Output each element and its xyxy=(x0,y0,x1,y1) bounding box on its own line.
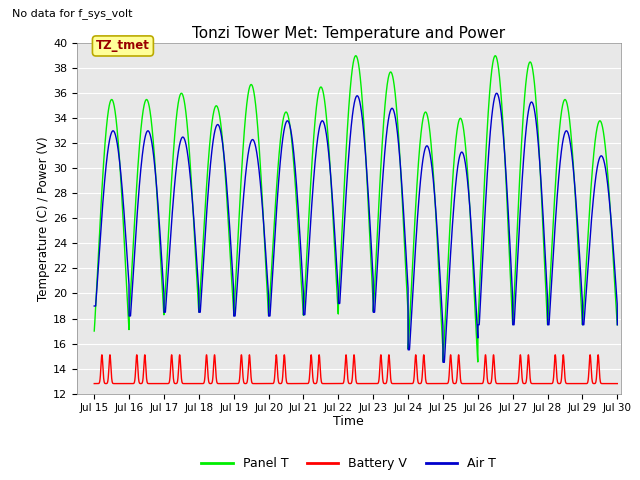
Text: TZ_tmet: TZ_tmet xyxy=(96,39,150,52)
Y-axis label: Temperature (C) / Power (V): Temperature (C) / Power (V) xyxy=(37,136,50,300)
Legend: Panel T, Battery V, Air T: Panel T, Battery V, Air T xyxy=(196,453,501,475)
X-axis label: Time: Time xyxy=(333,415,364,428)
Text: No data for f_sys_volt: No data for f_sys_volt xyxy=(12,8,132,19)
Title: Tonzi Tower Met: Temperature and Power: Tonzi Tower Met: Temperature and Power xyxy=(192,25,506,41)
